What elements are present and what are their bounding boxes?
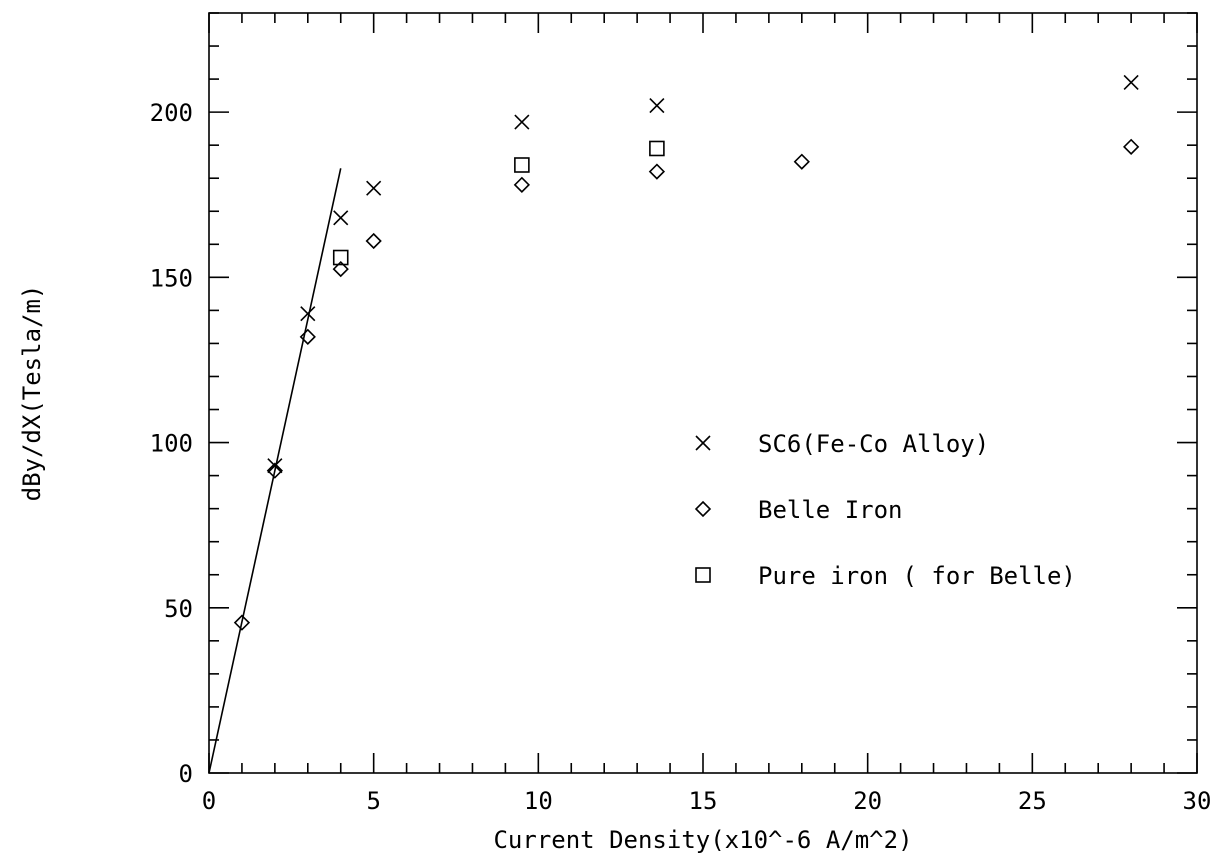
- point-cross: [333, 210, 349, 226]
- y-tick-label: 0: [179, 760, 193, 788]
- point-diamond: [648, 163, 666, 180]
- point-diamond: [233, 614, 251, 631]
- point-square: [514, 157, 530, 173]
- point-diamond: [299, 328, 316, 345]
- cross-stroke: [695, 435, 711, 451]
- y-tick-label: 100: [150, 430, 193, 458]
- legend-marker-square: [695, 567, 711, 583]
- point-diamond: [266, 462, 283, 479]
- x-tick-label: 25: [1018, 787, 1047, 815]
- linear-fit-line: [208, 168, 342, 774]
- x-tick-label: 0: [202, 787, 216, 815]
- x-tick-label: 15: [689, 787, 718, 815]
- legend-marker-diamond: [694, 500, 712, 518]
- x-axis-label: Current Density(x10^-6 A/m^2): [493, 826, 912, 854]
- x-tick-label: 5: [366, 787, 380, 815]
- legend-label: SC6(Fe-Co Alloy): [758, 430, 989, 458]
- y-axis-label: dBy/dX(Tesla/m): [18, 285, 46, 502]
- cross-stroke: [514, 114, 530, 130]
- cross-stroke: [366, 180, 382, 196]
- point-square: [332, 249, 349, 266]
- point-cross: [649, 97, 665, 114]
- cross-stroke: [267, 458, 283, 474]
- point-cross: [267, 458, 283, 474]
- point-diamond: [332, 260, 349, 278]
- reference-line-group: [208, 168, 342, 774]
- x-tick-label: 10: [524, 787, 553, 815]
- point-cross: [514, 114, 530, 130]
- point-diamond: [513, 176, 530, 193]
- cross-stroke: [333, 210, 349, 226]
- legend-marker-cross: [695, 435, 711, 451]
- y-tick-label: 200: [150, 99, 193, 127]
- point-cross: [1123, 74, 1139, 90]
- point-diamond: [365, 232, 382, 250]
- tick-labels: 0 5 10 15 20 25 30 0 50 100 150 200: [150, 99, 1212, 815]
- cross-stroke: [1123, 74, 1139, 90]
- plot-frame: [208, 12, 1198, 774]
- legend-label: Belle Iron: [758, 496, 903, 524]
- x-tick-label: 20: [853, 787, 882, 815]
- point-cross: [366, 180, 382, 196]
- cross-stroke: [649, 97, 665, 114]
- axis-ticks: [208, 12, 1198, 774]
- y-tick-label: 50: [164, 595, 193, 623]
- data-points: [233, 74, 1140, 631]
- legend-label: Pure iron ( for Belle): [758, 562, 1076, 590]
- cross-stroke: [300, 306, 316, 322]
- legend: SC6(Fe-Co Alloy) Belle Iron Pure iron ( fo…: [694, 430, 1076, 590]
- x-tick-label: 30: [1183, 787, 1212, 815]
- point-diamond: [1123, 138, 1140, 155]
- point-diamond: [793, 153, 810, 170]
- point-cross: [300, 306, 316, 322]
- point-square: [649, 140, 665, 157]
- y-tick-label: 150: [150, 264, 193, 292]
